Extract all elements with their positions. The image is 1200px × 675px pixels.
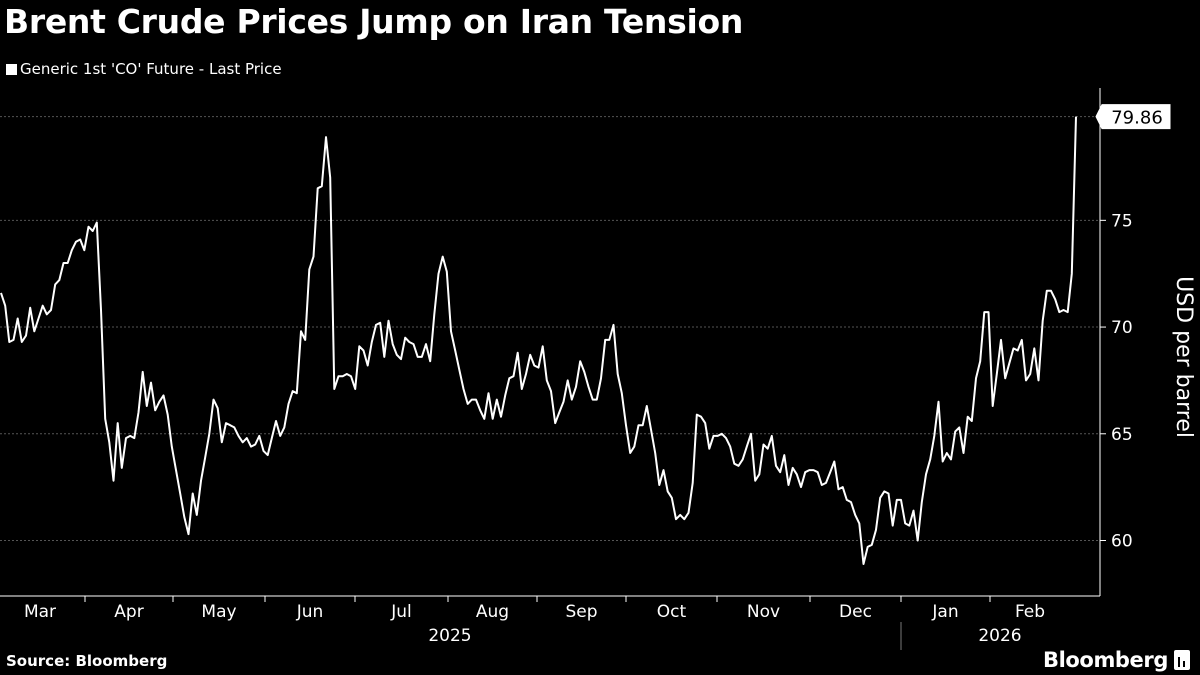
legend-swatch-icon bbox=[6, 63, 17, 75]
bloomberg-chart-icon bbox=[1174, 650, 1190, 670]
x-tick-label-mar: Mar bbox=[24, 602, 56, 622]
source-note: Source: Bloomberg bbox=[6, 652, 168, 670]
x-tick-label-dec: Dec bbox=[839, 602, 872, 622]
legend-label: Generic 1st 'CO' Future - Last Price bbox=[20, 60, 282, 78]
last-value-box bbox=[1095, 104, 1171, 130]
x-tick-label-nov: Nov bbox=[747, 602, 780, 622]
x-tick-label-aug: Aug bbox=[476, 602, 509, 622]
x-tick-label-jan: Jan bbox=[931, 602, 958, 622]
chart-title: Brent Crude Prices Jump on Iran Tension bbox=[4, 2, 744, 41]
x-tick-label-sep: Sep bbox=[565, 602, 597, 622]
x-tick-label-may: May bbox=[201, 602, 236, 622]
x-tick-label-jun: Jun bbox=[296, 602, 324, 622]
price-line-series-0 bbox=[0, 116, 1077, 565]
bloomberg-logo: Bloomberg bbox=[1043, 648, 1190, 672]
y-tick-label-70: 70 bbox=[1111, 318, 1133, 338]
y-tick-label-75: 75 bbox=[1111, 211, 1133, 231]
y-tick-label-65: 65 bbox=[1111, 425, 1133, 445]
x-tick-label-apr: Apr bbox=[114, 602, 143, 622]
y-axis: 60 65 70 75 USD per barrel bbox=[1099, 88, 1196, 596]
y-tick-label-60: 60 bbox=[1111, 532, 1133, 552]
last-value-label: 79.86 bbox=[1111, 108, 1163, 129]
brand-name: Bloomberg bbox=[1042, 648, 1168, 672]
x-tick-label-feb: Feb bbox=[1015, 602, 1045, 622]
legend: Generic 1st 'CO' Future - Last Price bbox=[6, 60, 282, 78]
x-year-label-2025: 2025 bbox=[428, 626, 471, 646]
y-axis-title: USD per barrel bbox=[1171, 276, 1196, 438]
series bbox=[0, 116, 1077, 565]
x-tick-label-oct: Oct bbox=[657, 602, 687, 622]
x-axis: Mar Apr May Jun Jul Aug Sep Oct Nov Dec Jan Feb 2025… bbox=[0, 595, 1100, 650]
x-year-label-2026: 2026 bbox=[978, 626, 1021, 646]
grid bbox=[0, 116, 1100, 542]
x-tick-label-jul: Jul bbox=[390, 602, 412, 622]
last-value-marker: 79.86 bbox=[1095, 104, 1171, 130]
